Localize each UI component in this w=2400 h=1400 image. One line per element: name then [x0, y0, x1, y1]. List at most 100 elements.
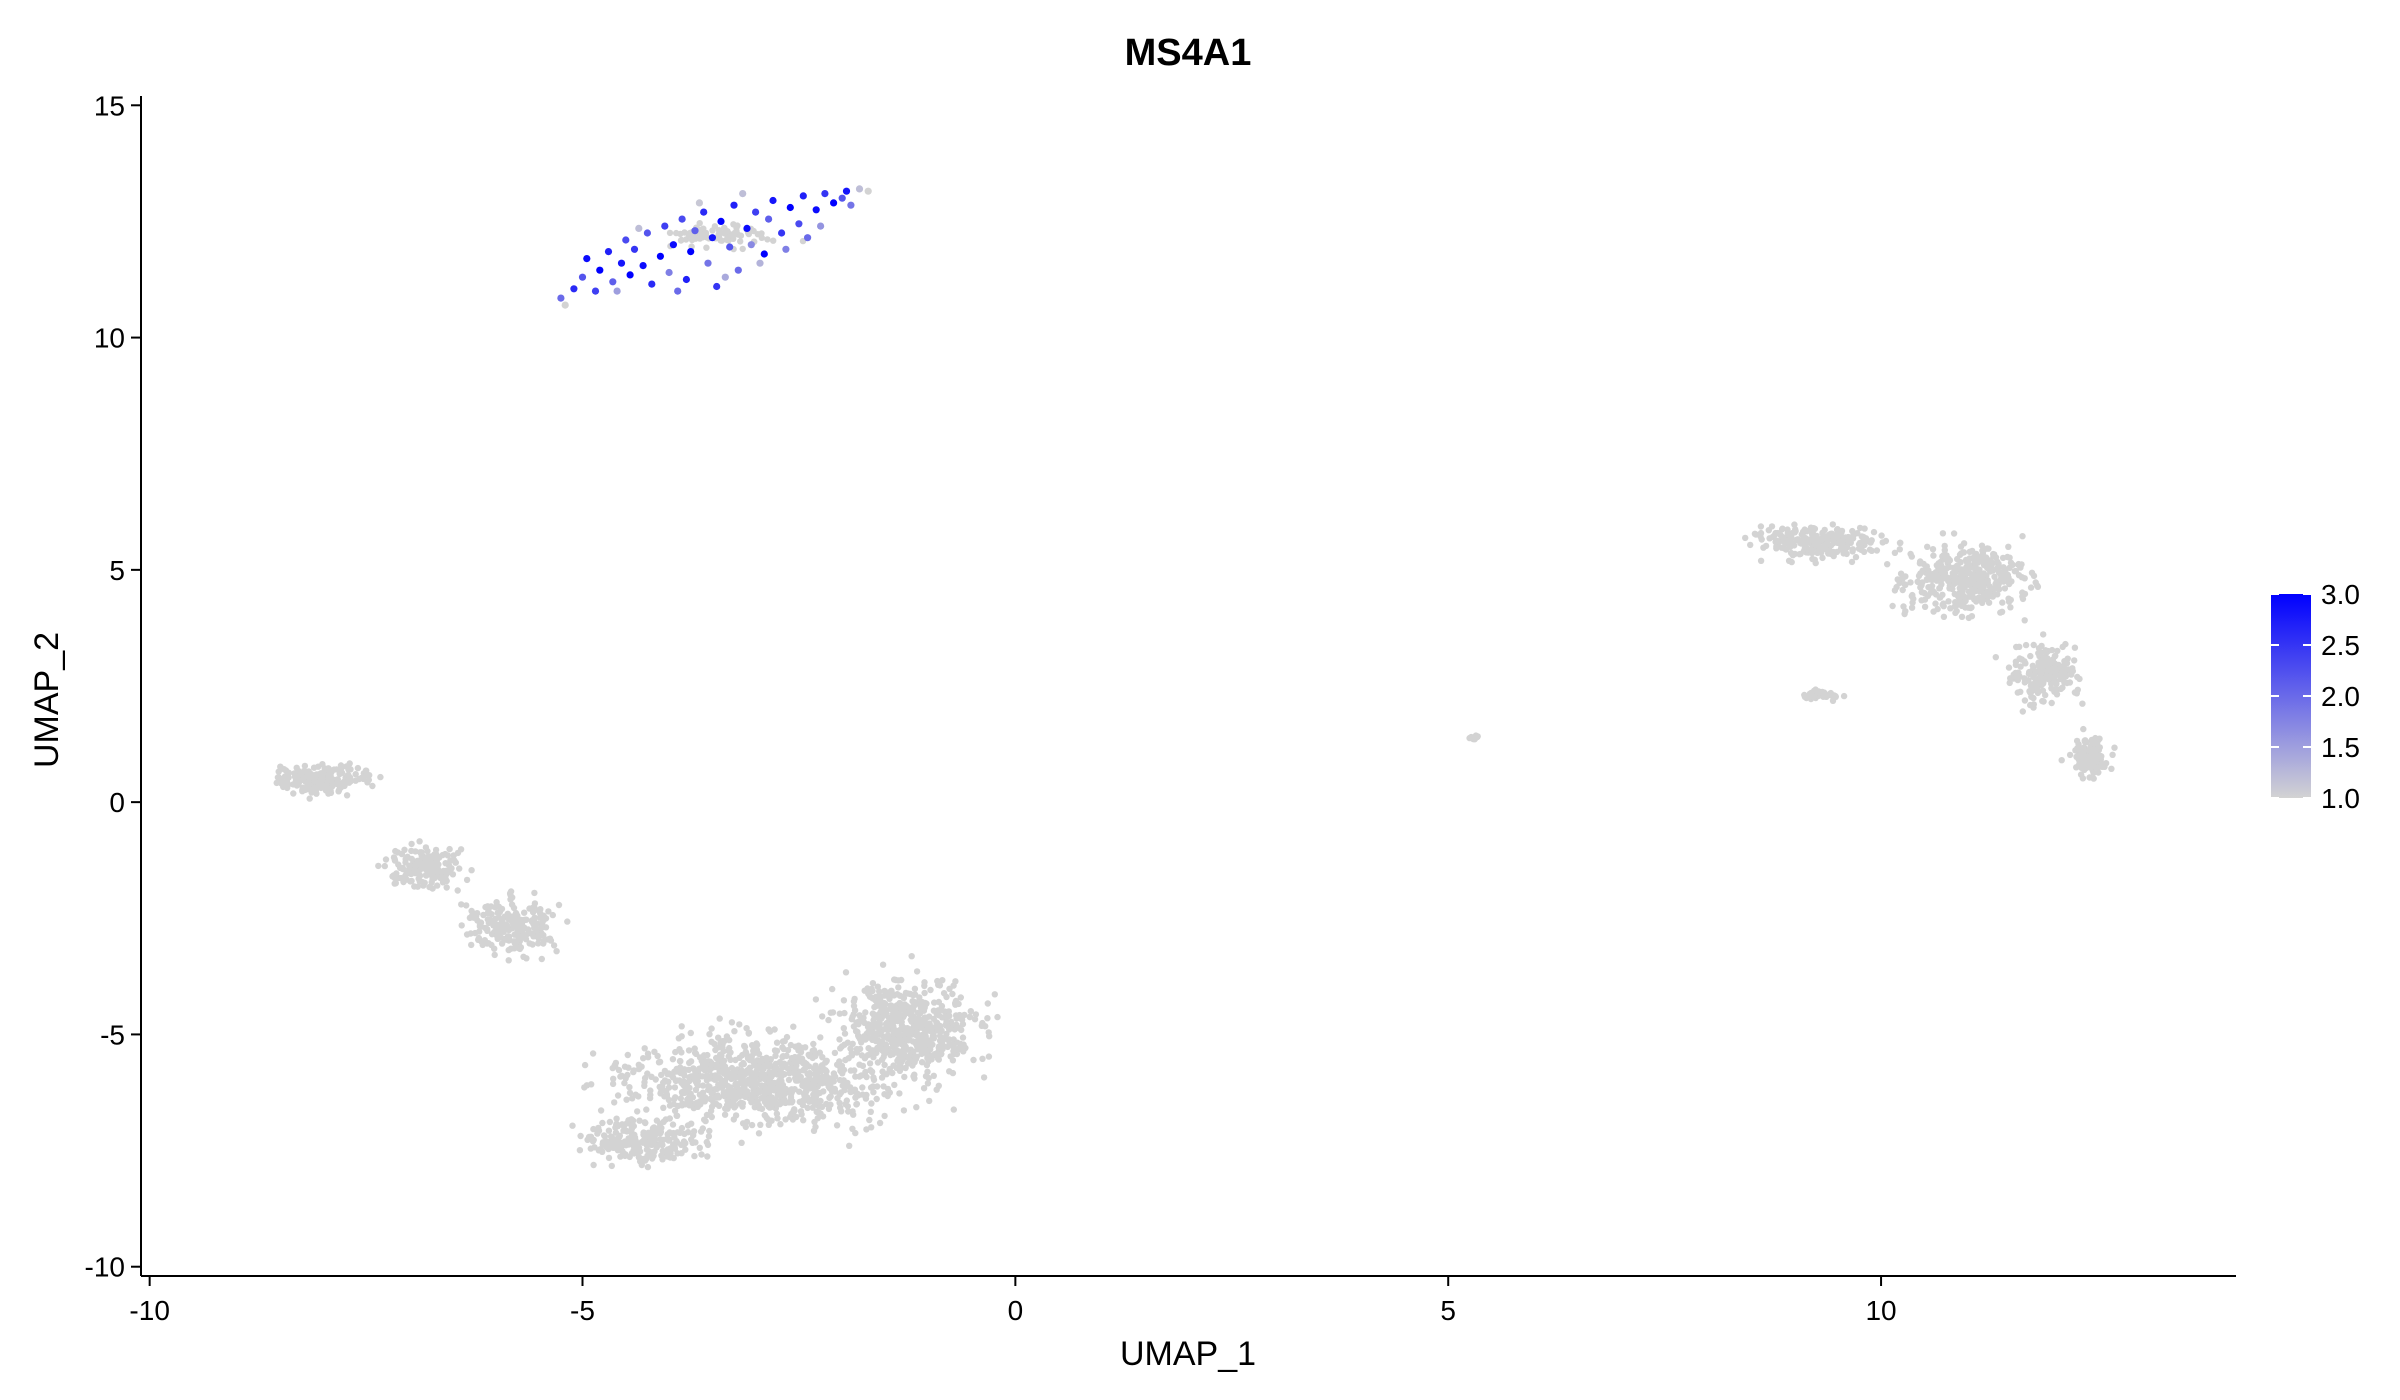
cell-point: [763, 1114, 770, 1122]
expression-point: [591, 287, 600, 295]
cell-point: [1899, 575, 1906, 582]
cell-point: [2007, 604, 2014, 611]
cell-point: [918, 1059, 926, 1066]
cell-point: [377, 773, 384, 781]
cell-point: [2073, 737, 2081, 745]
cell-point: [2052, 686, 2059, 693]
cell-point: [881, 1061, 888, 1069]
cell-point: [616, 1133, 623, 1141]
cell-point: [672, 1094, 679, 1101]
cell-point: [1992, 654, 2000, 661]
cell-point: [960, 1048, 967, 1055]
cell-point: [745, 1029, 753, 1037]
cell-point: [663, 1093, 671, 1100]
cell-point: [755, 1130, 763, 1137]
cell-point: [644, 1054, 652, 1061]
cell-point: [2037, 680, 2044, 687]
cell-point: [777, 1085, 785, 1092]
cell-point: [426, 883, 433, 891]
cell-point: [901, 1073, 908, 1081]
cell-point: [1985, 599, 1993, 606]
expression-point: [799, 192, 807, 200]
cell-point: [628, 1116, 635, 1123]
cell-point: [947, 1053, 954, 1060]
cell-point: [1937, 594, 1944, 601]
cell-point: [926, 1020, 933, 1027]
cell-point: [699, 1089, 707, 1096]
cell-point: [783, 1033, 791, 1041]
cell-point: [720, 1091, 728, 1098]
cell-point: [280, 766, 288, 773]
cell-point: [613, 1120, 620, 1128]
cell-point: [846, 1142, 853, 1150]
cell-point: [581, 1061, 589, 1069]
cell-point: [736, 1087, 743, 1094]
cell-point: [1902, 581, 1909, 588]
cell-point: [764, 236, 771, 243]
cell-point: [873, 1095, 880, 1103]
cell-point: [1821, 545, 1829, 553]
cell-point: [876, 988, 883, 995]
cell-point: [329, 782, 336, 790]
cell-point: [1884, 561, 1891, 568]
cell-point: [669, 1056, 677, 1063]
cell-point: [892, 1046, 899, 1053]
cell-point: [831, 1049, 839, 1057]
cell-point: [2030, 701, 2038, 708]
cell-point: [703, 1072, 710, 1080]
cell-point: [2045, 675, 2052, 682]
cell-point: [991, 991, 998, 998]
cell-point: [1839, 538, 1846, 545]
cell-point: [971, 1016, 979, 1023]
cell-point: [874, 1002, 881, 1009]
cell-point: [880, 1012, 887, 1019]
cell-point: [535, 940, 542, 947]
cell-point: [290, 790, 297, 797]
cell-point: [913, 968, 921, 975]
cell-point: [644, 1133, 651, 1140]
cell-point: [811, 1089, 819, 1097]
cell-point: [678, 1150, 685, 1157]
cell-point: [677, 1058, 684, 1065]
cell-point: [645, 1151, 652, 1159]
cell-point: [1844, 534, 1852, 541]
cell-point: [738, 1067, 746, 1075]
cell-point: [796, 1088, 803, 1095]
cell-point: [2021, 697, 2029, 704]
cell-point: [2063, 679, 2071, 687]
expression-point: [665, 268, 673, 277]
cell-point: [343, 763, 350, 770]
cell-point: [652, 1076, 659, 1083]
cell-point: [2005, 543, 2012, 550]
cell-point: [2051, 660, 2058, 667]
cell-point: [610, 1075, 617, 1083]
colorbar-tick-label: 1.5: [2321, 732, 2360, 763]
cell-point: [494, 935, 501, 942]
cell-point: [1917, 584, 1924, 591]
cell-point: [1947, 605, 1954, 612]
cell-point: [876, 1119, 884, 1127]
cell-point: [1959, 580, 1967, 587]
cell-point: [646, 1094, 654, 1102]
cell-point: [712, 1076, 719, 1083]
cell-point: [787, 1094, 795, 1101]
cell-point: [1796, 551, 1803, 558]
cell-point: [701, 1116, 708, 1123]
cell-point: [739, 1103, 746, 1110]
cell-point: [834, 1095, 841, 1102]
cell-point: [921, 989, 928, 997]
cell-point: [673, 1112, 680, 1119]
cell-point: [890, 1028, 897, 1036]
cell-point: [2046, 659, 2053, 667]
cell-point: [790, 1107, 797, 1115]
cell-point: [1994, 591, 2001, 598]
cell-point: [706, 1086, 713, 1093]
cell-point: [664, 1153, 671, 1160]
cell-point: [715, 227, 723, 234]
cell-point: [1944, 574, 1951, 581]
cell-point: [868, 1100, 875, 1107]
cell-point: [869, 1047, 876, 1054]
cell-point: [868, 1068, 876, 1076]
cell-point: [952, 1001, 959, 1008]
expression-point: [838, 194, 846, 202]
